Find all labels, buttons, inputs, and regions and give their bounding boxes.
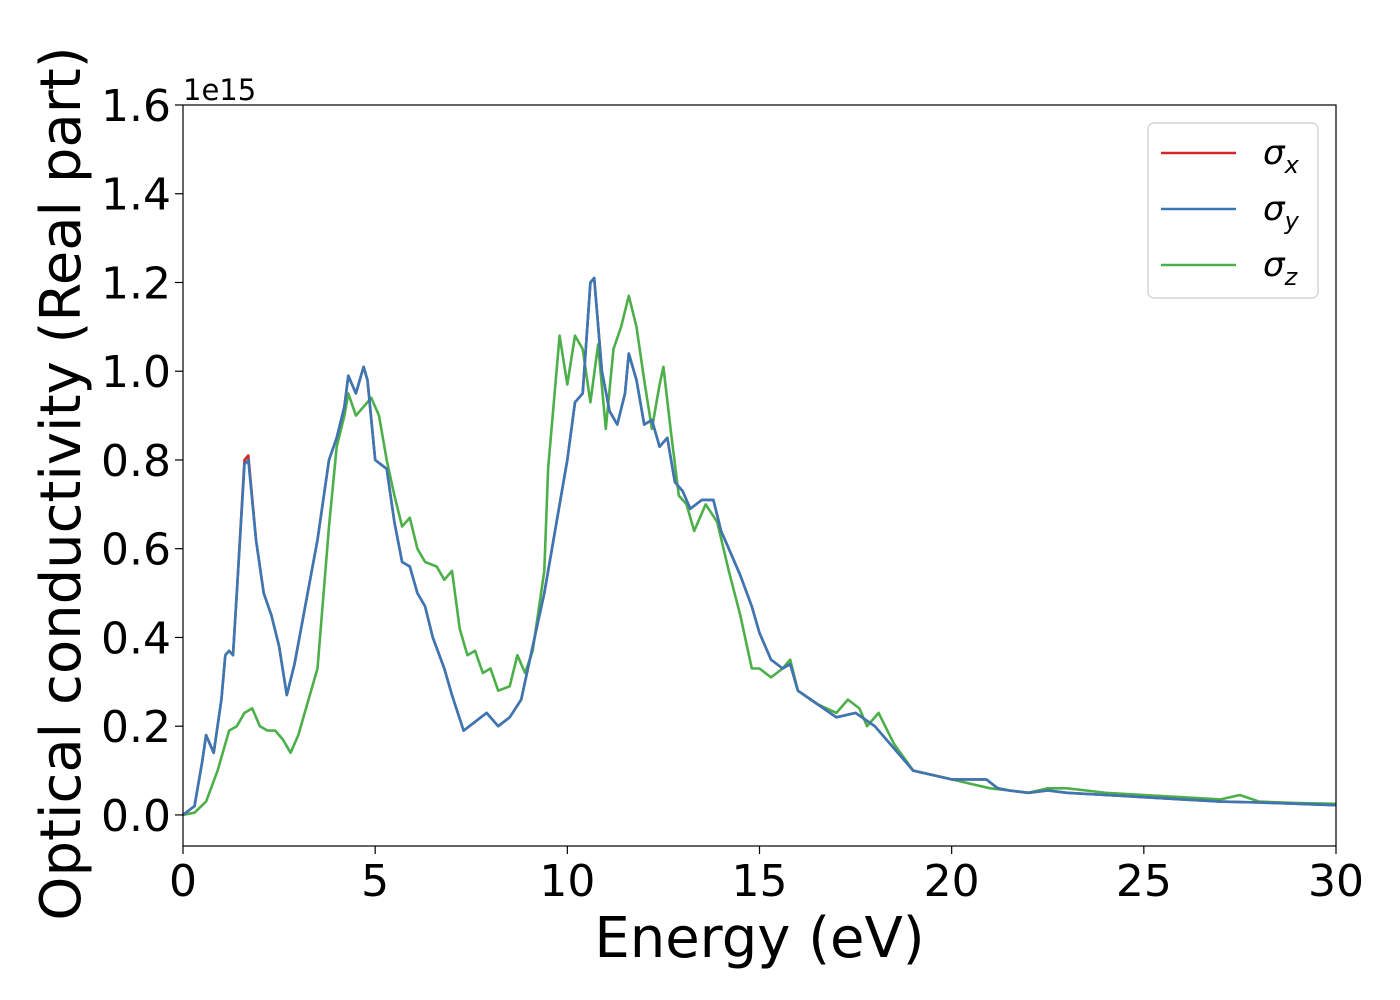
x-ticks: 0 5 10 15 20 25 30 (169, 846, 1364, 907)
x-tick-label: 0 (169, 856, 197, 907)
x-tick-label: 20 (924, 856, 980, 907)
y-tick-label: 1.4 (101, 170, 171, 221)
legend-box (1147, 122, 1319, 299)
y-tick-label: 0.6 (101, 525, 171, 576)
y-tick-label: 0.2 (101, 702, 171, 753)
y-offset-label: 1e15 (183, 73, 256, 107)
x-tick-label: 5 (361, 856, 389, 907)
y-tick-label: 0.0 (101, 791, 171, 842)
x-axis-label: Energy (eV) (594, 906, 924, 971)
x-tick-label: 10 (539, 856, 595, 907)
series-line-z (182, 294, 1337, 817)
x-tick-label: 30 (1308, 856, 1364, 907)
y-tick-label: 0.4 (101, 613, 171, 664)
y-axis-label: Optical conductivity (Real part) (29, 46, 94, 920)
x-tick-label: 25 (1116, 856, 1172, 907)
y-tick-label: 1.6 (101, 81, 171, 132)
series-line-x (182, 276, 1337, 816)
series-line-y (182, 276, 1337, 816)
legend-label-y: σy (1263, 189, 1300, 235)
x-tick-label: 15 (732, 856, 788, 907)
legend-label-x: σx (1263, 133, 1300, 179)
series-layer (182, 276, 1337, 817)
legend-label-z: σz (1263, 245, 1299, 291)
legend: σx σy σz (1147, 122, 1319, 299)
y-tick-label: 1.0 (101, 347, 171, 398)
y-tick-label: 1.2 (101, 258, 171, 309)
y-tick-label: 0.8 (101, 436, 171, 487)
y-ticks: 0.0 0.2 0.4 0.6 0.8 1.0 1.2 1.4 1.6 (101, 81, 183, 842)
